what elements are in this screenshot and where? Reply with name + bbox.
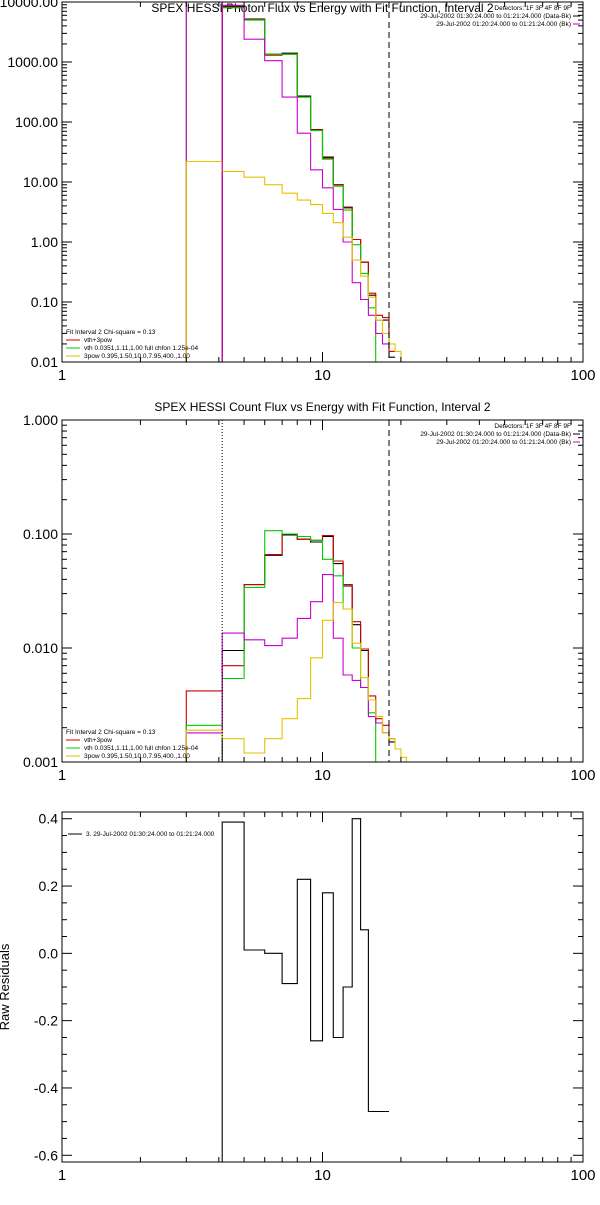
legend-title: Fit Interval 2 Chi-square = 0.13 bbox=[66, 329, 156, 336]
legend: Fit Interval 2 Chi-square = 0.13vth+3pow… bbox=[66, 329, 198, 360]
series-line-3 bbox=[185, 2, 377, 362]
series-group bbox=[185, 530, 407, 762]
legend-entry: vth 0.0351,1.11,1.00 full chfon 1.25e-04 bbox=[84, 745, 198, 752]
chart-panel-2: SPEX HESSI Count Flux vs Energy with Fit… bbox=[23, 400, 596, 784]
series-line-4 bbox=[185, 2, 389, 362]
legend-entry: vth 0.0351,1.11,1.00 full chfon 1.25e-04 bbox=[84, 345, 198, 352]
y-axis: 0.001 0.010 0.100 1.000 bbox=[23, 412, 583, 770]
x-tick-label: 1 bbox=[58, 367, 66, 384]
y-tick-label: -0.6 bbox=[34, 1147, 58, 1163]
legend: 3. 29-Jul-2002 01:30:24.000 to 01:21:24.… bbox=[68, 831, 215, 838]
series-line-3 bbox=[185, 530, 377, 762]
x-axis: 1 10 100 bbox=[58, 2, 596, 384]
series-line-1 bbox=[221, 5, 396, 362]
series-line-5 bbox=[185, 160, 407, 362]
y-tick-label: -0.4 bbox=[34, 1080, 58, 1096]
header-line-3: 29-Jul-2002 01:20:24.000 to 01:21:24.000… bbox=[436, 439, 571, 446]
header-line-2: 29-Jul-2002 01:30:24.000 to 01:21:24.000… bbox=[420, 13, 571, 20]
y-axis-label: Raw Residuals bbox=[0, 943, 12, 1030]
chart-panel-3: Raw Residuals 1 10 100 0.4 0.2 0.0 -0.2 -0.4 -0.6… bbox=[0, 811, 596, 1184]
series-group bbox=[185, 2, 407, 362]
header-line-1: Detectors: 1F 3F 4F 8F 9F bbox=[494, 423, 571, 430]
legend-entry: vth+3pow bbox=[84, 337, 112, 344]
y-tick-label: 1000.00 bbox=[7, 54, 58, 70]
legend: Fit Interval 2 Chi-square = 0.13vth+3pow… bbox=[66, 729, 198, 760]
x-tick-label: 100 bbox=[570, 367, 595, 384]
series-line-2 bbox=[221, 6, 396, 362]
y-axis: 0.4 0.2 0.0 -0.2 -0.4 -0.6 bbox=[34, 811, 583, 1163]
x-tick-label: 1 bbox=[58, 1167, 66, 1184]
legend-entry: 3pow 0.395,1.50,10.0,7.95,400.,1.00 bbox=[84, 353, 190, 360]
header-line-2: 29-Jul-2002 01:30:24.000 to 01:21:24.000… bbox=[420, 431, 571, 438]
x-tick-label: 10 bbox=[314, 767, 331, 784]
y-tick-label: -0.2 bbox=[34, 1013, 58, 1029]
x-tick-label: 100 bbox=[570, 767, 595, 784]
y-tick-label: 0.100 bbox=[23, 526, 58, 542]
series-line-5 bbox=[185, 602, 407, 762]
y-tick-label: 10.00 bbox=[23, 174, 58, 190]
y-tick-label: 10000.00 bbox=[0, 0, 58, 10]
header-line-1: Detectors: 1F 3F 4F 8F 9F bbox=[494, 5, 571, 12]
y-tick-label: 1.000 bbox=[23, 412, 58, 428]
y-tick-label: 0.01 bbox=[31, 354, 58, 370]
x-tick-label: 10 bbox=[314, 1167, 331, 1184]
y-tick-label: 0.4 bbox=[39, 811, 59, 827]
x-tick-label: 10 bbox=[314, 367, 331, 384]
header-line-3: 29-Jul-2002 01:20:24.000 to 01:21:24.000… bbox=[436, 21, 571, 28]
y-tick-label: 1.00 bbox=[31, 234, 58, 250]
y-tick-label: 0.001 bbox=[23, 754, 58, 770]
chart-panel-1: SPEX HESSI Photon Flux vs Energy with Fi… bbox=[0, 0, 596, 384]
series-group bbox=[221, 818, 389, 1162]
y-tick-label: 0.2 bbox=[39, 878, 59, 894]
x-axis: 1 10 100 bbox=[58, 812, 596, 1184]
legend-entry: 3pow 0.395,1.50,10.0,7.95,400.,1.00 bbox=[84, 753, 190, 760]
y-tick-label: 0.10 bbox=[31, 294, 58, 310]
legend-title: Fit Interval 2 Chi-square = 0.13 bbox=[66, 729, 156, 736]
y-tick-label: 100.00 bbox=[15, 114, 58, 130]
y-axis: 0.01 0.10 1.00 10.00 100.00 1000.00 10000.00 bbox=[0, 0, 583, 370]
legend-entry: 3. 29-Jul-2002 01:30:24.000 to 01:21:24.… bbox=[86, 831, 215, 838]
chart-title: SPEX HESSI Count Flux vs Energy with Fit… bbox=[154, 400, 490, 414]
x-tick-label: 100 bbox=[570, 1167, 595, 1184]
legend-entry: vth+3pow bbox=[84, 737, 112, 744]
series-line-4 bbox=[185, 574, 389, 762]
x-tick-label: 1 bbox=[58, 767, 66, 784]
series-line-1 bbox=[221, 818, 389, 1162]
y-tick-label: 0.010 bbox=[23, 640, 58, 656]
y-tick-label: 0.0 bbox=[39, 945, 59, 961]
